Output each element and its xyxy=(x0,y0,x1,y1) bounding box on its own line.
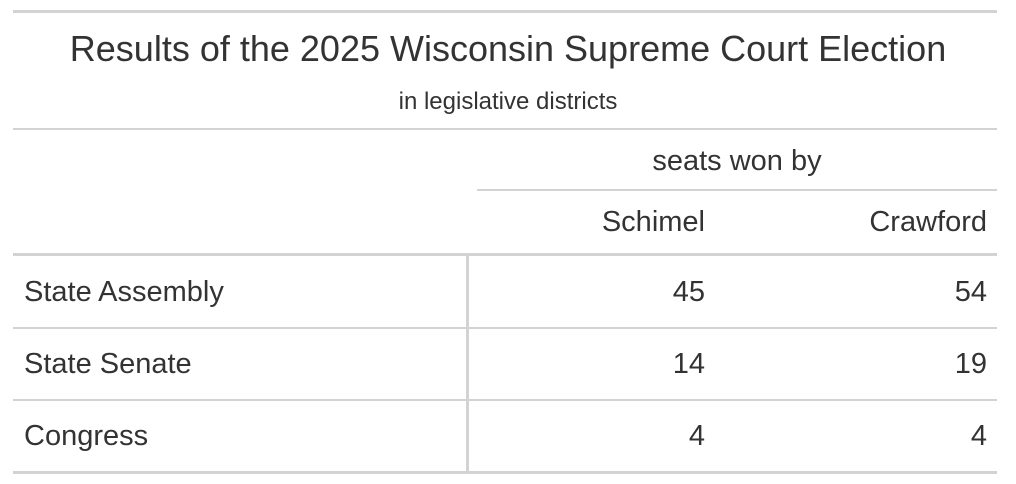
row-label: State Assembly xyxy=(24,276,224,308)
row-divider xyxy=(13,399,997,401)
cell-value: 4 xyxy=(970,420,987,452)
cell-value: 45 xyxy=(672,276,705,308)
cell-value: 14 xyxy=(672,348,705,380)
column-header: Schimel xyxy=(601,206,705,238)
cell-value: 4 xyxy=(688,420,705,452)
column-header: Crawford xyxy=(869,206,987,238)
title: Results of the 2025 Wisconsin Supreme Co… xyxy=(69,28,947,69)
bottom-border xyxy=(13,471,997,474)
stub-border xyxy=(466,256,469,472)
spanner-label: seats won by xyxy=(652,145,822,177)
subtitle: in legislative districts xyxy=(398,88,618,115)
column-header-border xyxy=(13,253,997,256)
top-border xyxy=(13,10,997,13)
row-label: Congress xyxy=(24,420,149,452)
cell-value: 54 xyxy=(954,276,987,308)
spanner-rule xyxy=(477,189,997,191)
row-divider xyxy=(13,327,997,329)
cell-value: 19 xyxy=(954,348,987,380)
row-label: State Senate xyxy=(24,348,192,380)
header-border xyxy=(13,128,997,130)
